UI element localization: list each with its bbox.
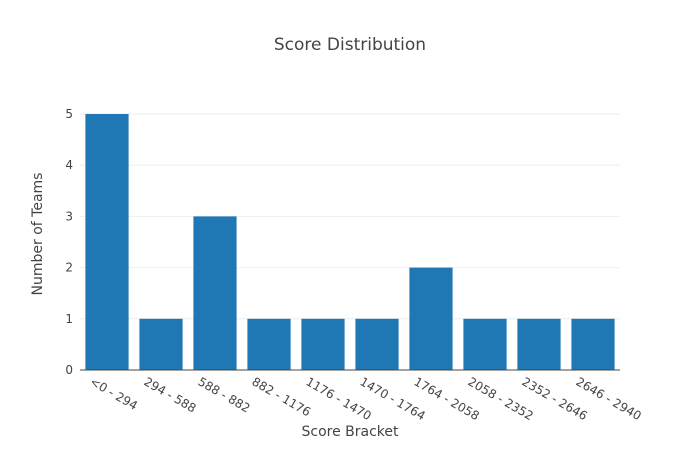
y-tick-label: 2: [65, 261, 73, 275]
x-tick-label: 588 - 882: [196, 374, 253, 415]
y-tick-label: 5: [65, 107, 73, 121]
bar: [193, 216, 237, 370]
bar: [517, 318, 561, 370]
y-axis-title: Number of Teams: [30, 173, 46, 296]
bar: [139, 318, 183, 370]
x-axis-title: Score Bracket: [301, 424, 399, 440]
bar: [247, 318, 291, 370]
bar: [571, 318, 615, 370]
x-tick-label: 294 - 588: [142, 374, 199, 415]
chart-title: Score Distribution: [274, 35, 426, 55]
y-tick-label: 4: [65, 158, 73, 172]
y-tick-label: 3: [65, 209, 73, 223]
y-tick-labels: 0 1 2 3 4 5: [65, 107, 73, 377]
gridlines: [80, 113, 620, 320]
bar: [409, 267, 453, 370]
bar: [355, 318, 399, 370]
y-tick-label: 1: [65, 312, 73, 326]
x-tick-label: 882 - 1176: [250, 374, 314, 419]
bar: [463, 318, 507, 370]
x-tick-label: <0 - 294: [88, 374, 141, 412]
bar: [85, 114, 129, 370]
bars: [85, 114, 615, 370]
bar: [301, 318, 345, 370]
y-tick-label: 0: [65, 363, 73, 377]
